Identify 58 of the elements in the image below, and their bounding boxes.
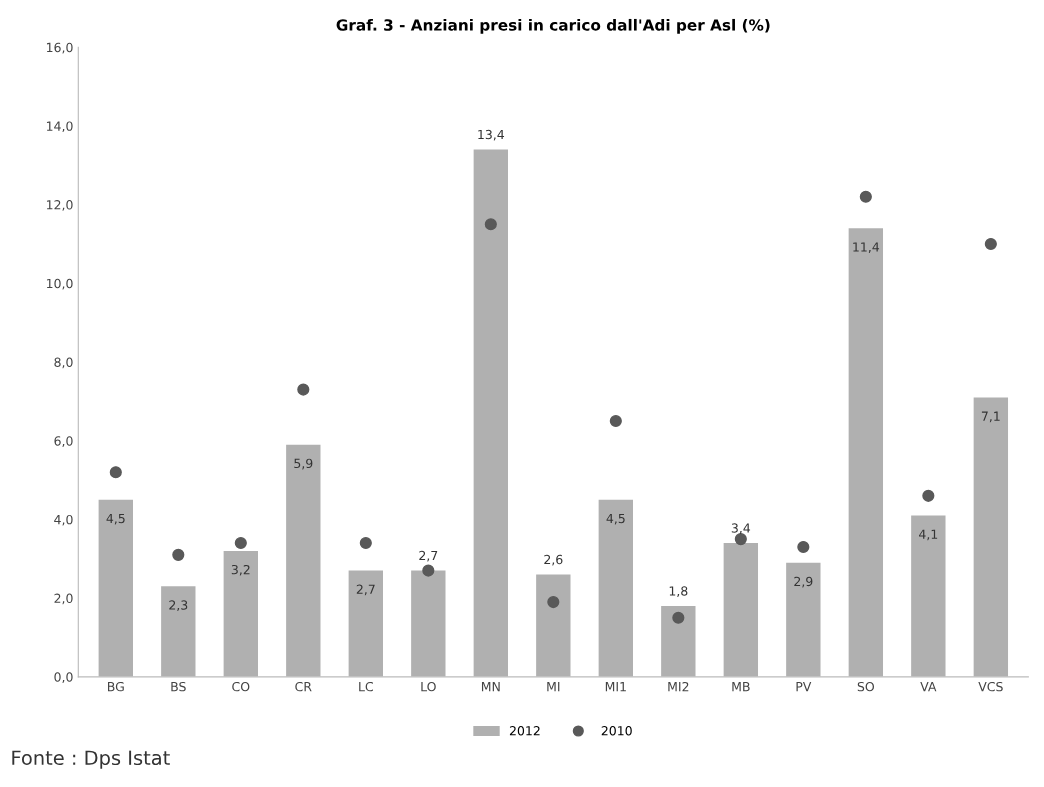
point [922,489,935,502]
data-label: 4,5 [106,513,125,525]
data-label: 2,7 [419,550,438,562]
data-label: 7,1 [981,411,1000,423]
point [109,466,122,479]
x-tick-label: BS [171,681,186,692]
y-tick-label: 8,0 [54,357,73,369]
legend-label: 2012 [509,726,540,736]
x-tick-label: MN [481,682,500,692]
data-label: 2,7 [356,584,375,596]
x-tick-label: CO [232,681,250,692]
data-label: 2,3 [169,600,188,612]
y-tick-label: 10,0 [46,278,73,290]
x-tick-label: VA [920,682,937,692]
x-tick-label: MI1 [605,682,626,692]
data-label: 3,2 [231,564,250,576]
data-label: 4,1 [919,529,938,541]
point [984,237,997,251]
y-tick-label: 0,0 [54,672,73,684]
data-label: 5,9 [294,458,313,470]
data-label: 2,6 [544,554,563,566]
y-tick-label: 16,0 [46,42,73,54]
x-tick-label: MB [732,682,750,692]
data-label: 11,4 [853,242,880,253]
source-note: Fonte : Dps Istat [12,750,170,769]
data-label: 1,8 [669,586,688,597]
point [859,190,872,203]
y-tick-label: 14,0 [46,121,73,133]
data-label: 4,5 [606,513,625,525]
x-tick-label: MI2 [668,681,689,692]
x-tick-label: CR [295,681,312,692]
point [797,540,810,554]
x-tick-label: VCS [978,681,1003,692]
y-tick-label: 6,0 [54,436,73,447]
x-tick-label: SO [857,681,875,692]
x-tick-label: MI [547,682,560,692]
chart-title: Graf. 3 - Anziani presi in carico dall'Adi per Asl (%) [336,18,770,34]
y-tick-label: 12,0 [46,200,73,211]
x-tick-label: LC [359,681,373,692]
x-tick-label: LO [421,681,436,692]
point [672,611,685,624]
x-tick-label: BG [108,681,124,692]
point [297,383,310,396]
data-label: 13,4 [478,129,505,141]
data-label: 2,9 [794,576,813,588]
point [422,564,435,577]
y-tick-label: 4,0 [54,514,73,526]
point [547,595,560,609]
data-label: 3,4 [731,523,751,535]
point [359,536,372,550]
x-tick-label: PV [796,682,812,692]
point [234,536,247,550]
point [484,218,497,231]
point [734,533,747,546]
point [172,548,185,561]
legend-label: 2010 [601,726,632,736]
y-tick-label: 2,0 [54,593,73,605]
point [609,414,622,428]
